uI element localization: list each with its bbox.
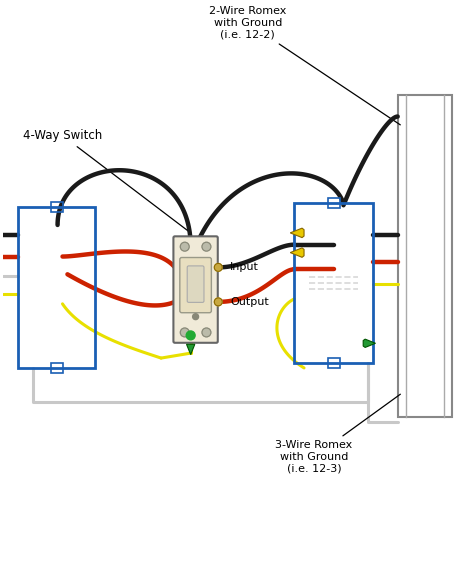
Circle shape	[180, 328, 189, 337]
Bar	[18, 207, 95, 368]
Polygon shape	[187, 344, 195, 355]
Polygon shape	[290, 228, 304, 237]
Text: 4-Way Switch: 4-Way Switch	[23, 129, 189, 231]
Bar	[51, 363, 63, 373]
FancyBboxPatch shape	[173, 236, 218, 343]
Text: Output: Output	[230, 297, 269, 307]
Circle shape	[214, 298, 222, 306]
Polygon shape	[290, 248, 304, 257]
Text: 3-Wire Romex
with Ground
(i.e. 12-3): 3-Wire Romex with Ground (i.e. 12-3)	[275, 394, 401, 474]
Circle shape	[192, 313, 199, 320]
Text: 2-Wire Romex
with Ground
(i.e. 12-2): 2-Wire Romex with Ground (i.e. 12-2)	[209, 6, 401, 125]
FancyBboxPatch shape	[187, 266, 204, 303]
Circle shape	[186, 331, 195, 340]
Polygon shape	[363, 339, 375, 347]
Circle shape	[202, 242, 211, 251]
Bar	[328, 358, 339, 368]
Text: Input: Input	[230, 263, 259, 272]
Bar	[328, 198, 339, 208]
Circle shape	[180, 242, 189, 251]
Bar	[294, 203, 373, 363]
Circle shape	[202, 328, 211, 337]
Bar	[51, 202, 63, 212]
FancyBboxPatch shape	[180, 257, 211, 313]
Circle shape	[214, 264, 222, 271]
Bar	[398, 95, 452, 417]
